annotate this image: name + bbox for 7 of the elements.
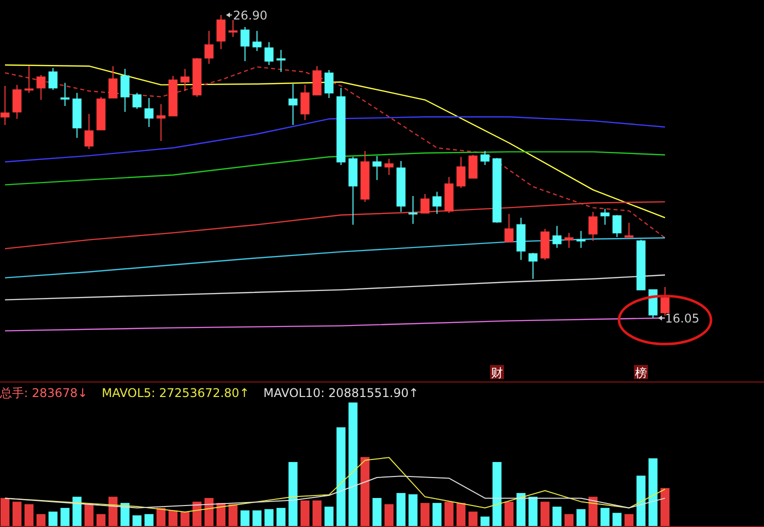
text: 财 — [491, 366, 503, 380]
annotation: 26.90 — [233, 8, 268, 22]
text: 榜 — [635, 366, 647, 380]
text: 总手: 283678↓ — [0, 386, 88, 400]
text: MAVOL10: 20881551.90↑ — [263, 386, 419, 400]
annotation: 16.05 — [665, 312, 700, 326]
text: MAVOL5: 27253672.80↑ — [102, 386, 250, 400]
